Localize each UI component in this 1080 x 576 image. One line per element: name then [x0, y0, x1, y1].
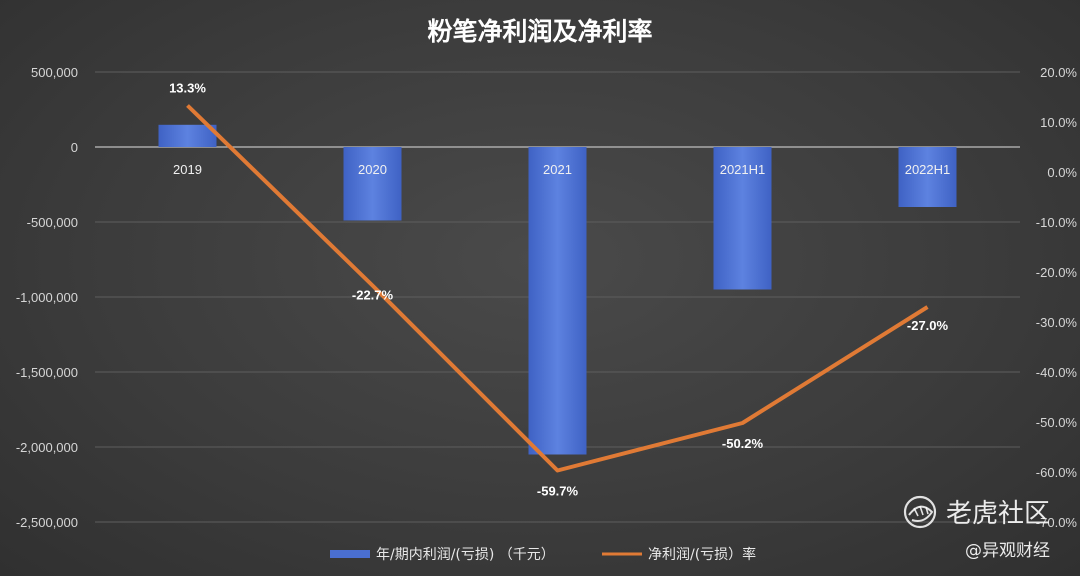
tiger-logo-icon	[903, 495, 937, 529]
line-series	[186, 104, 929, 473]
bar-series	[158, 124, 957, 455]
right-axis-tick-labels: 20.0% 10.0% 0.0% -10.0% -20.0% -30.0% -40.0% -5…	[1036, 65, 1078, 530]
bar	[528, 147, 587, 455]
right-axis-tick-label: -30.0%	[1036, 315, 1078, 330]
category-label: 2019	[173, 162, 202, 177]
legend: 年/期内利润/(亏损) （千元） 净利润/(亏损）率	[330, 546, 756, 563]
category-label: 2022H1	[905, 162, 951, 177]
line-data-label: -22.7%	[352, 288, 394, 303]
line-path	[186, 104, 929, 473]
left-axis-tick-label: 0	[71, 140, 78, 155]
bar	[713, 147, 772, 290]
left-axis-tick-label: -1,000,000	[16, 290, 78, 305]
line-data-label: 13.3%	[169, 81, 206, 96]
right-axis-tick-label: 10.0%	[1040, 115, 1077, 130]
left-axis-tick-label: -500,000	[27, 215, 78, 230]
bar	[343, 147, 402, 221]
watermark: 老虎社区 @异观财经	[903, 495, 1050, 561]
right-axis-tick-label: -70.0%	[1036, 515, 1078, 530]
right-axis-tick-label: -40.0%	[1036, 365, 1078, 380]
line-data-label: -50.2%	[722, 436, 764, 451]
watermark-primary: 老虎社区	[946, 499, 1050, 529]
right-axis-tick-label: 0.0%	[1047, 165, 1077, 180]
legend-line-label: 净利润/(亏损）率	[648, 546, 756, 563]
legend-bar-swatch	[330, 550, 370, 558]
watermark-secondary: @异观财经	[965, 541, 1050, 561]
right-axis-tick-label: -60.0%	[1036, 465, 1078, 480]
right-axis-tick-label: -20.0%	[1036, 265, 1078, 280]
left-axis-tick-label: -2,500,000	[16, 515, 78, 530]
category-label: 2021	[543, 162, 572, 177]
legend-bar-label: 年/期内利润/(亏损) （千元）	[376, 547, 555, 563]
bar	[898, 147, 957, 207]
left-axis-tick-label: -1,500,000	[16, 365, 78, 380]
line-data-label: -27.0%	[907, 318, 949, 333]
left-axis-tick-label: -2,000,000	[16, 440, 78, 455]
right-axis-tick-label: 20.0%	[1040, 65, 1077, 80]
right-axis-tick-label: -50.0%	[1036, 415, 1078, 430]
left-axis-tick-label: 500,000	[31, 65, 78, 80]
bar	[158, 124, 217, 147]
line-data-labels: 13.3% -22.7% -59.7% -50.2% -27.0%	[169, 81, 948, 499]
category-label: 2020	[358, 162, 387, 177]
line-data-label: -59.7%	[537, 484, 579, 499]
left-axis-tick-labels: 500,000 0 -500,000 -1,000,000 -1,500,000 -2,0…	[16, 65, 78, 530]
chart-title: 粉笔净利润及净利率	[427, 17, 652, 46]
right-axis-tick-label: -10.0%	[1036, 215, 1078, 230]
category-label: 2021H1	[720, 162, 766, 177]
category-labels: 2019 2020 2021 2021H1 2022H1	[173, 162, 950, 177]
